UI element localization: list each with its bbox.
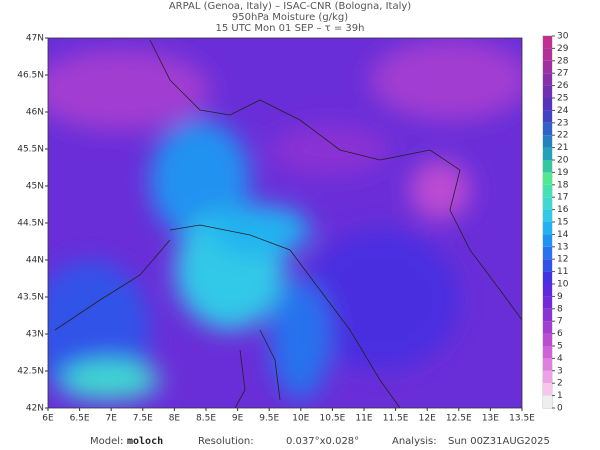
colorbar-segment — [543, 284, 552, 297]
x-tick-label: 11E — [355, 414, 372, 424]
y-tick-label: 43.5N — [17, 293, 44, 303]
colorbar-tick-label: 30 — [557, 32, 569, 42]
colorbar-tick-label: 18 — [557, 180, 569, 190]
y-tick-label: 46.5N — [17, 71, 44, 81]
colorbar-segment — [543, 48, 552, 61]
x-tick-label: 7.5E — [133, 414, 153, 424]
colorbar-segment — [543, 85, 552, 98]
colorbar-segment — [543, 259, 552, 272]
footer-value: 0.037°x0.028° — [286, 436, 359, 447]
footer-value: moloch — [127, 436, 163, 447]
colorbar-tick-label: 11 — [557, 267, 568, 277]
colorbar-tick-label: 12 — [557, 255, 568, 265]
colorbar-segment — [543, 234, 552, 247]
colorbar-tick-label: 0 — [557, 404, 563, 414]
y-tick-label: 47N — [26, 34, 44, 44]
colorbar-tick-label: 17 — [557, 193, 568, 203]
colorbar-tick-label: 3 — [557, 366, 563, 376]
colorbar-tick-label: 7 — [557, 317, 563, 327]
colorbar-segment — [543, 197, 552, 210]
colorbar-segment — [543, 147, 552, 160]
colorbar-segment — [543, 184, 552, 198]
x-tick-label: 8E — [169, 414, 181, 424]
footer-label: Resolution: — [198, 436, 254, 447]
colorbar-segment — [543, 160, 552, 173]
colorbar-tick-label: 4 — [557, 354, 563, 364]
colorbar-tick-label: 13 — [557, 242, 568, 252]
colorbar-segment — [543, 98, 552, 111]
colorbar-tick-label: 20 — [557, 156, 569, 166]
y-tick-label: 46N — [26, 108, 44, 118]
colorbar-segment — [543, 110, 552, 123]
x-tick-label: 9.5E — [259, 414, 279, 424]
colorbar-tick-label: 19 — [557, 168, 569, 178]
y-tick-label: 43N — [26, 330, 44, 340]
x-tick-label: 7E — [105, 414, 117, 424]
y-tick-label: 45N — [26, 182, 44, 192]
colorbar-tick-label: 27 — [557, 69, 568, 79]
colorbar-tick-label: 25 — [557, 94, 568, 104]
footer-label: Analysis: — [392, 436, 437, 447]
colorbar-tick-label: 1 — [557, 391, 563, 401]
header-line: ARPAL (Genoa, Italy) – ISAC-CNR (Bologna… — [169, 1, 411, 12]
x-tick-label: 9E — [232, 414, 244, 424]
colorbar-tick-label: 10 — [557, 280, 569, 290]
colorbar-tick-label: 9 — [557, 292, 563, 302]
moisture-field — [48, 38, 522, 408]
colorbar-segment — [543, 122, 552, 136]
x-tick-label: 13.5E — [509, 414, 535, 424]
colorbar-segment — [543, 36, 552, 49]
colorbar-segment — [543, 346, 552, 359]
header-line: 950hPa Moisture (g/kg) — [232, 12, 348, 23]
header-line: 15 UTC Mon 01 SEP – τ = 39h — [216, 23, 365, 34]
colorbar-segment — [543, 383, 552, 396]
colorbar-tick-label: 16 — [557, 205, 569, 215]
footer-label: Model: — [90, 436, 123, 447]
x-tick-label: 13E — [482, 414, 499, 424]
colorbar-segment — [543, 271, 552, 284]
colorbar-tick-label: 8 — [557, 304, 563, 314]
colorbar-tick-label: 23 — [557, 118, 568, 128]
colorbar-tick-label: 22 — [557, 131, 568, 141]
x-tick-label: 10E — [292, 414, 309, 424]
colorbar-segment — [543, 73, 552, 86]
colorbar-segment — [543, 333, 552, 346]
colorbar-tick-label: 26 — [557, 81, 569, 91]
colorbar-segment — [543, 296, 552, 309]
colorbar-segment — [543, 172, 552, 185]
y-tick-label: 44.5N — [17, 219, 44, 229]
colorbar-tick-label: 15 — [557, 218, 568, 228]
colorbar-segment — [543, 222, 552, 235]
colorbar-segment — [543, 395, 552, 408]
colorbar-tick-label: 14 — [557, 230, 569, 240]
colorbar-tick-label: 5 — [557, 342, 563, 352]
x-tick-label: 12E — [419, 414, 436, 424]
colorbar-tick-label: 21 — [557, 143, 568, 153]
colorbar-segment — [543, 135, 552, 148]
x-tick-label: 6.5E — [70, 414, 90, 424]
colorbar-tick-label: 28 — [557, 56, 569, 66]
colorbar-segment — [543, 370, 552, 384]
colorbar-segment — [543, 358, 552, 371]
y-tick-label: 44N — [26, 256, 44, 266]
colorbar-segment — [543, 321, 552, 334]
colorbar-tick-label: 6 — [557, 329, 563, 339]
footer-value: Sun 00Z31AUG2025 — [448, 436, 550, 447]
x-tick-label: 10.5E — [320, 414, 346, 424]
colorbar-segment — [543, 209, 552, 222]
y-tick-label: 42N — [26, 404, 44, 414]
colorbar-segment — [543, 308, 552, 322]
y-tick-label: 45.5N — [17, 145, 44, 155]
colorbar-segment — [543, 246, 552, 260]
colorbar-tick-label: 2 — [557, 379, 563, 389]
colorbar-segment — [543, 60, 552, 74]
colorbar-tick-label: 24 — [557, 106, 569, 116]
x-tick-label: 6E — [42, 414, 54, 424]
x-tick-label: 8.5E — [196, 414, 216, 424]
x-tick-label: 12.5E — [446, 414, 472, 424]
x-tick-label: 11.5E — [383, 414, 409, 424]
colorbar-tick-label: 29 — [557, 44, 569, 54]
y-tick-label: 42.5N — [17, 367, 44, 377]
